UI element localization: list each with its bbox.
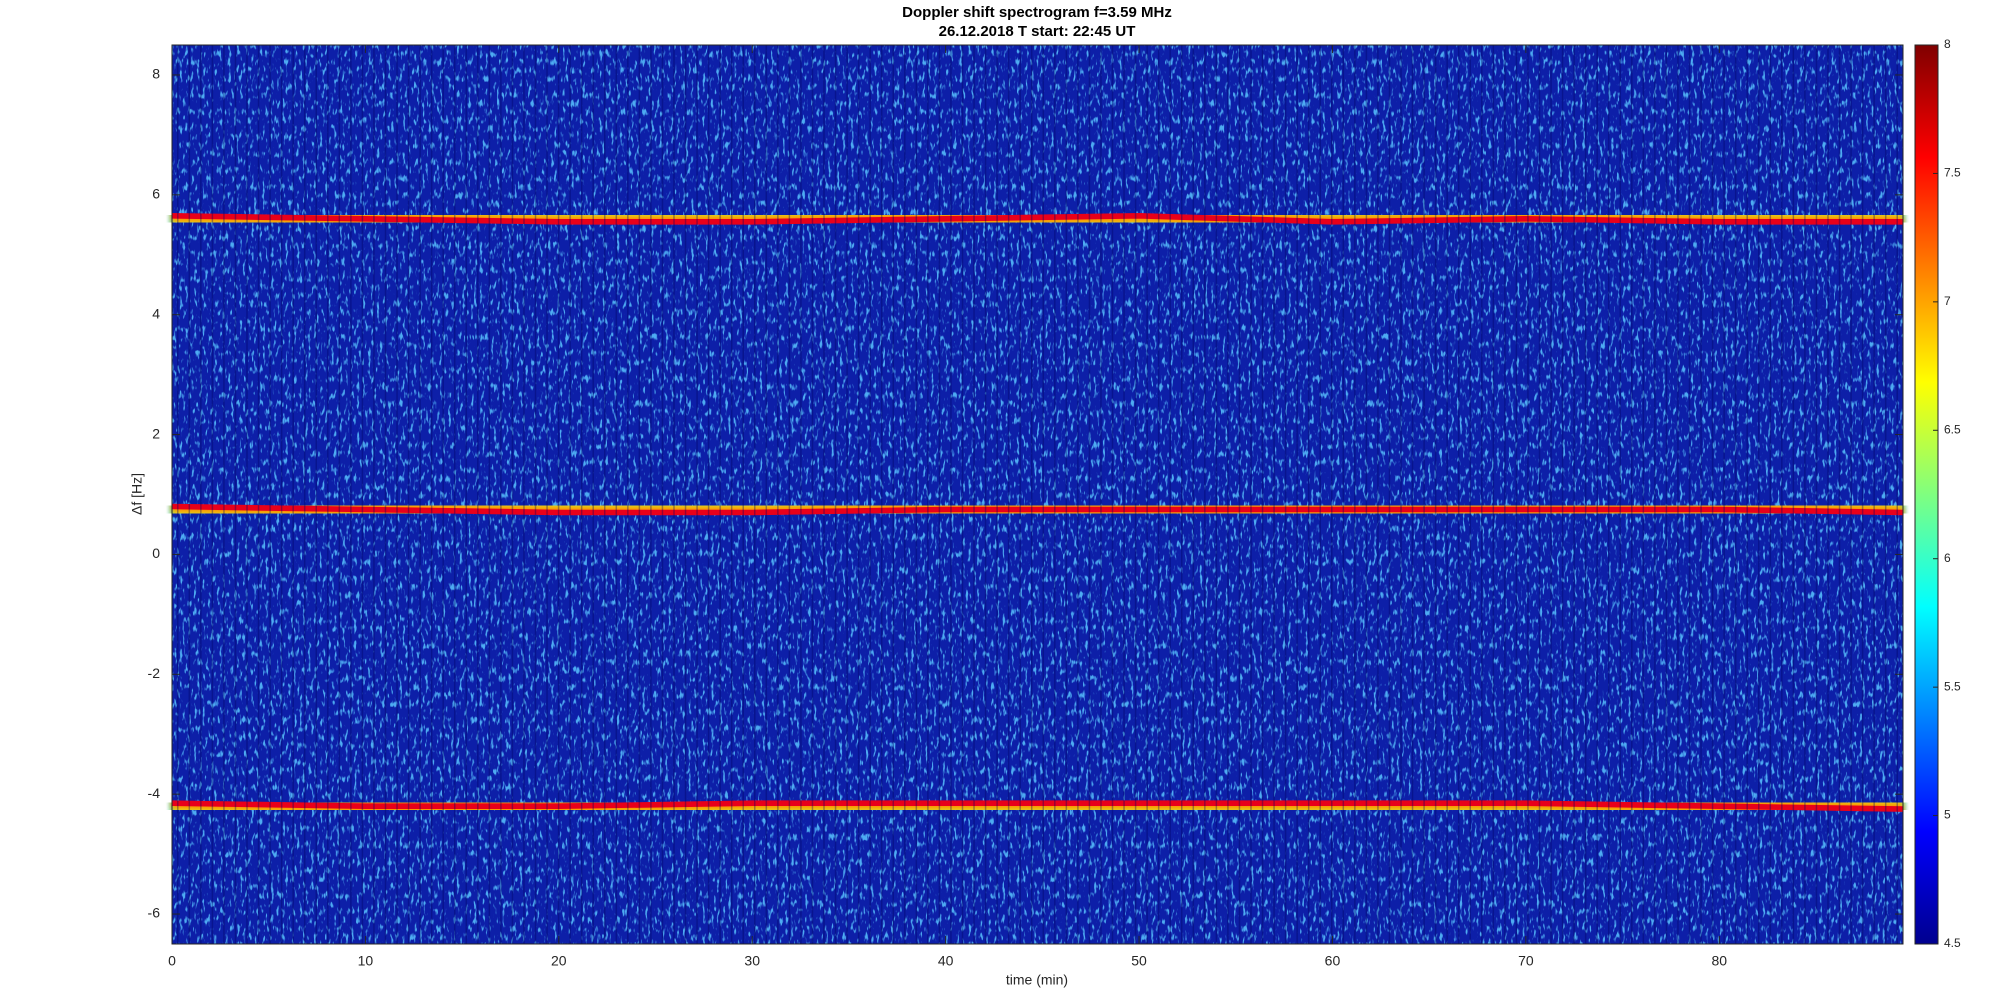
y-tick-label: 0 [152,545,160,561]
y-axis-label: Δf [Hz] [129,473,145,515]
x-tick-label: 20 [551,953,567,969]
band-trace [171,503,1904,516]
bands [171,45,1904,944]
y-tick-label: -6 [148,905,161,921]
chart-title: Doppler shift spectrogram f=3.59 MHz [902,4,1172,21]
y-tick-label: 6 [152,186,160,202]
x-axis-label: time (min) [1006,972,1068,988]
x-tick-label: 70 [1518,953,1534,969]
colorbar-tick-label: 6 [1944,551,1951,565]
colorbar-tick-label: 6.5 [1944,422,1961,436]
y-tick-label: 2 [152,425,160,441]
x-tick-label: 80 [1711,953,1727,969]
colorbar-tick-label: 7.5 [1944,166,1961,180]
band-trace [171,800,1904,812]
colorbar-tick-label: 5.5 [1944,679,1961,693]
x-tick-label: 60 [1325,953,1341,969]
band-trace [171,213,1903,225]
x-tick-label: 10 [358,953,374,969]
x-tick-label: 50 [1131,953,1147,969]
colorbar-tick-label: 4.5 [1944,936,1961,950]
y-tick-label: 4 [152,305,160,321]
colorbar [1914,44,1939,945]
y-tick-label: -4 [148,785,161,801]
x-tick-label: 30 [744,953,760,969]
x-tick-label: 40 [938,953,954,969]
plot-frame [171,44,1904,945]
colorbar-tick-label: 8 [1944,37,1951,51]
colorbar-tick-label: 5 [1944,808,1951,822]
y-tick-label: -2 [148,665,161,681]
colorbar-tick-label: 7 [1944,294,1951,308]
y-tick-label: 8 [152,66,160,82]
chart-subtitle: 26.12.2018 T start: 22:45 UT [939,23,1136,40]
x-tick-label: 0 [168,953,176,969]
